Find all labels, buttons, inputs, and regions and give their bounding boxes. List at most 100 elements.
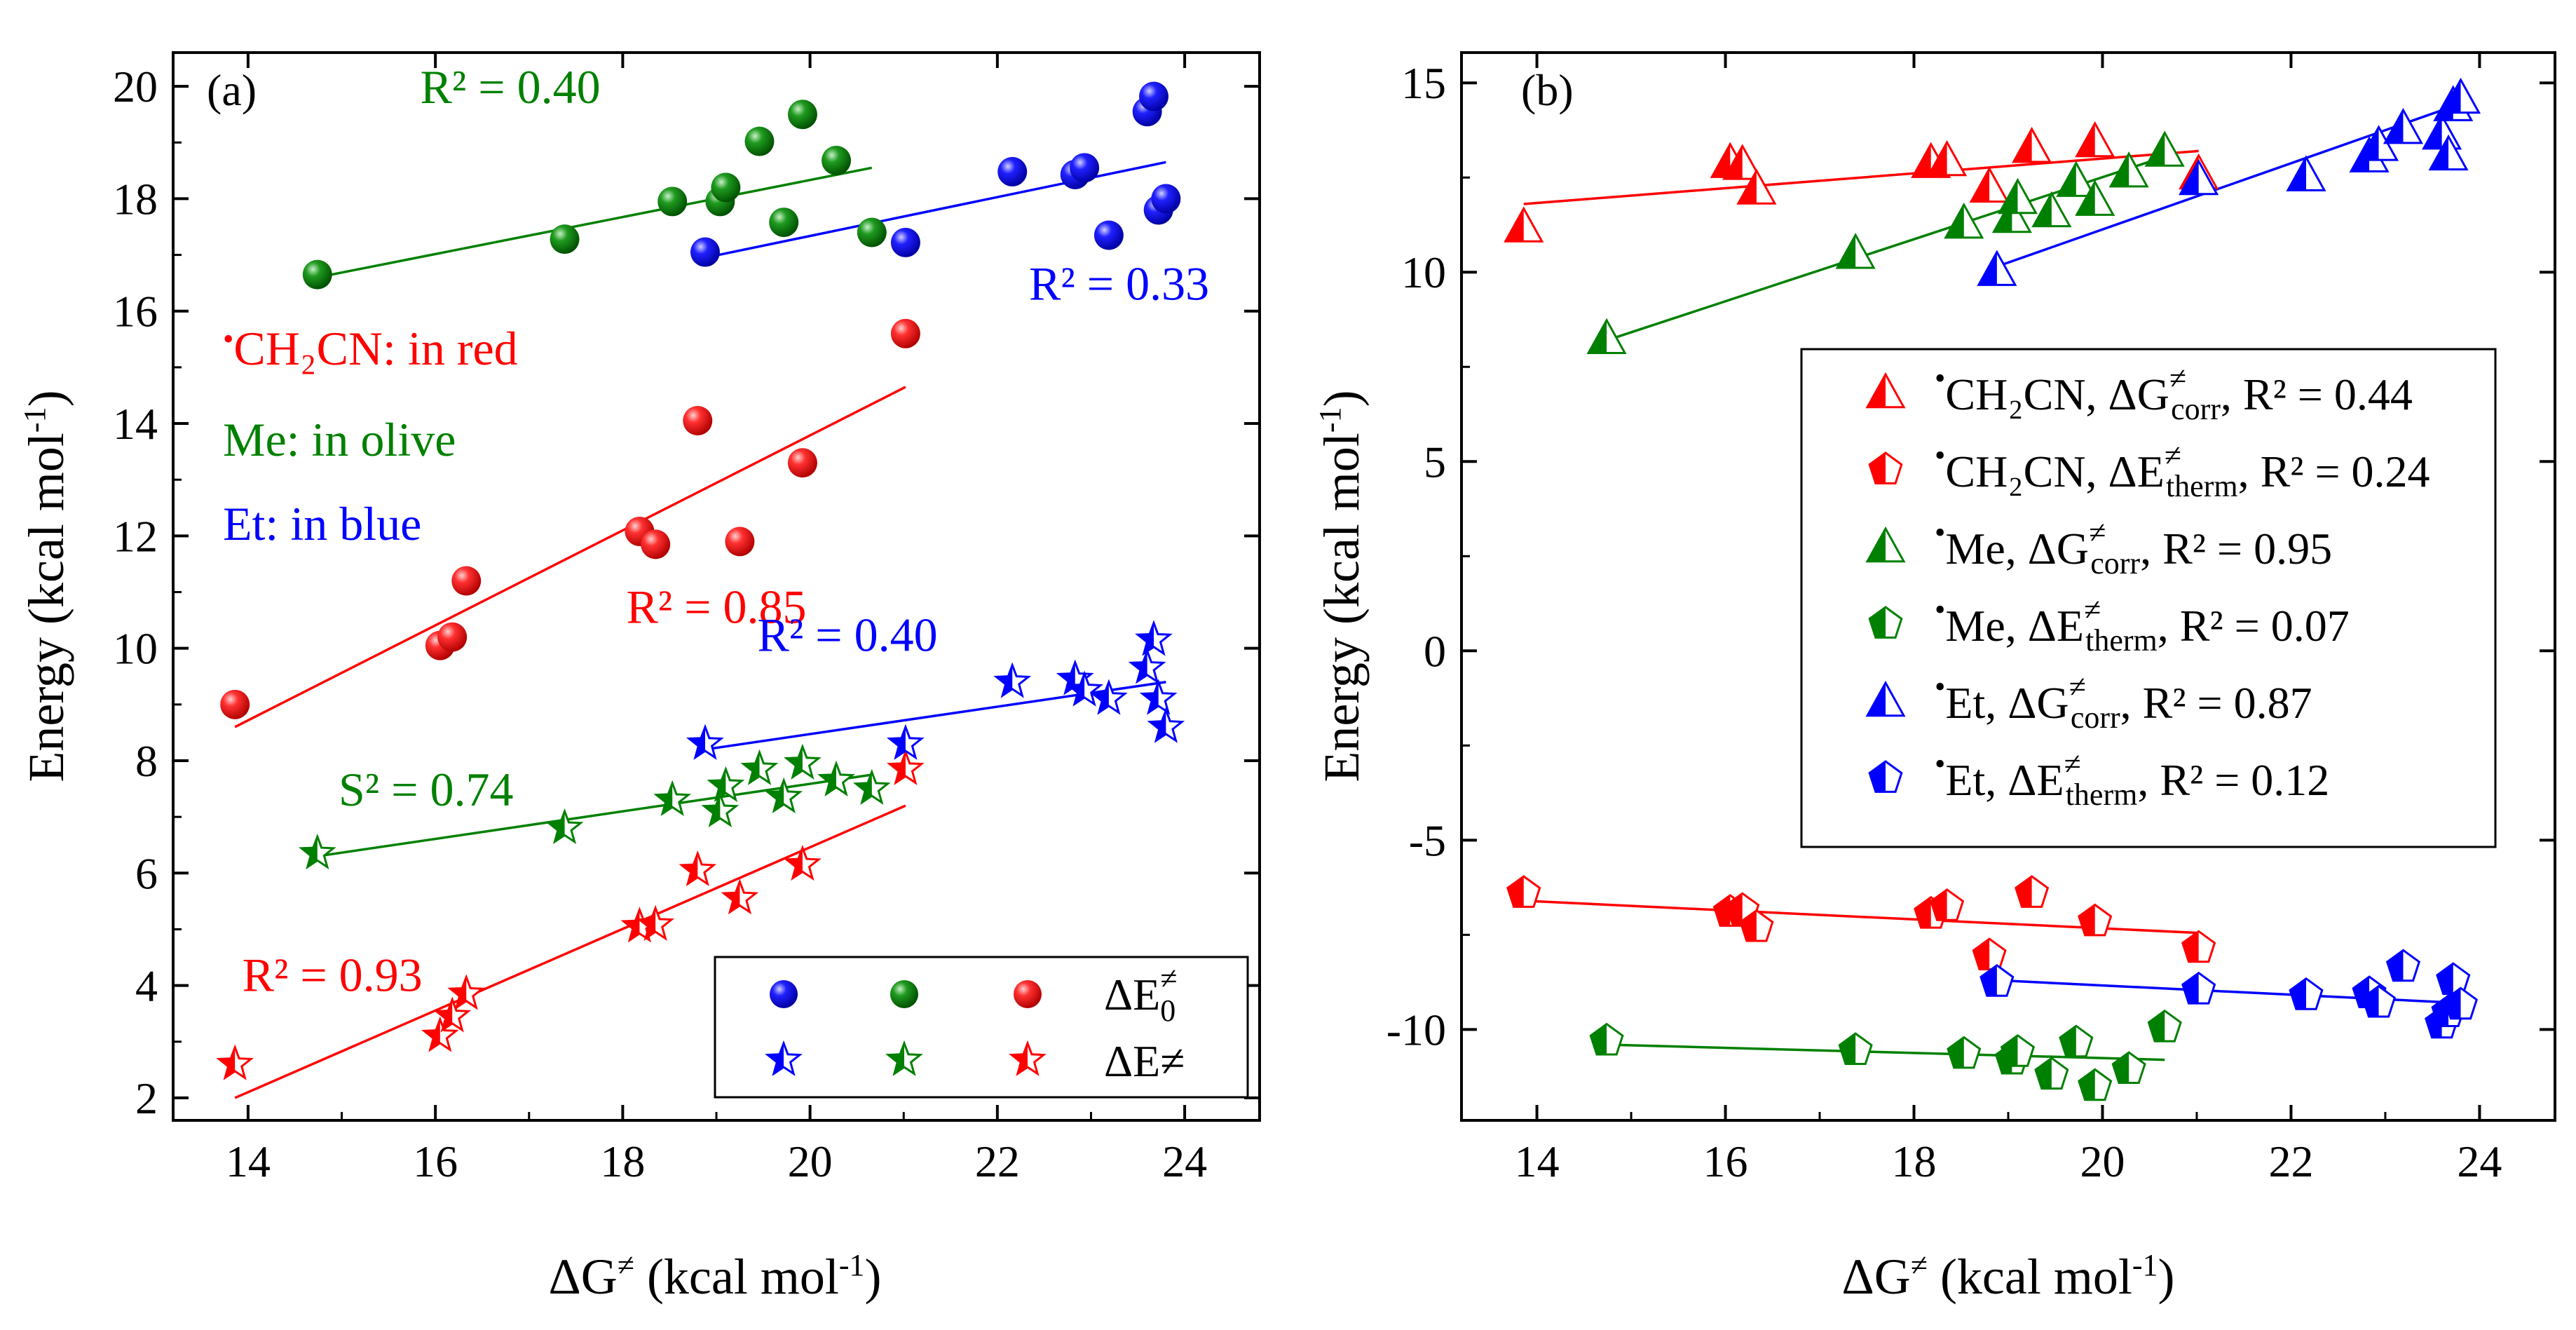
y-tick-label: 20 xyxy=(113,62,158,111)
legend-dE-label: ΔE≠ xyxy=(1104,1036,1185,1086)
star-fill xyxy=(1142,681,1159,713)
pentagon-fill xyxy=(2387,950,2404,981)
x-tick-label: 14 xyxy=(226,1136,271,1186)
sphere-marker xyxy=(857,217,887,247)
y-tick-label: 8 xyxy=(135,736,158,786)
triangle-fill xyxy=(1867,683,1886,716)
triangle-fill xyxy=(1928,142,1947,175)
data-point xyxy=(2056,161,2097,197)
legend-label: •Et, ΔG≠ corr, R² = 0.87 xyxy=(1935,670,2312,735)
y-tick-label: 15 xyxy=(1401,58,1446,108)
legend-box-b xyxy=(1800,348,2497,848)
x-tick-label: 20 xyxy=(2080,1136,2125,1186)
data-point xyxy=(1065,670,1104,707)
data-point xyxy=(765,777,803,813)
pentagon-fill xyxy=(1914,897,1931,928)
triangle-fill xyxy=(2013,129,2032,162)
sphere-marker xyxy=(711,172,741,203)
x-tick-label: 18 xyxy=(600,1136,645,1186)
data-point xyxy=(298,834,336,870)
data-point xyxy=(2436,962,2471,996)
pentagon-fill xyxy=(2078,1069,2095,1100)
star-fill xyxy=(301,836,318,867)
data-point xyxy=(1504,206,1544,243)
r2-label: R² = 0.93 xyxy=(243,949,423,1002)
data-point xyxy=(1722,144,1763,180)
x-tick-label: 16 xyxy=(1703,1136,1748,1186)
x-tick-label: 14 xyxy=(1515,1136,1560,1186)
data-point xyxy=(2147,1009,2182,1043)
data-point xyxy=(721,878,759,915)
pentagon-fill xyxy=(1869,453,1886,484)
r2-label: R² = 0.40 xyxy=(420,60,600,114)
x-tick-label: 18 xyxy=(1892,1136,1937,1186)
data-point xyxy=(887,724,925,760)
pentagon-fill xyxy=(1726,893,1743,924)
sphere-marker xyxy=(822,145,852,175)
pentagon-fill xyxy=(2060,1026,2076,1057)
data-point xyxy=(2059,1024,2094,1058)
star-fill xyxy=(820,764,837,794)
star-outline xyxy=(679,850,717,887)
sphere-marker xyxy=(787,100,817,130)
triangle-fill xyxy=(2111,154,2129,186)
sphere-marker xyxy=(1070,153,1100,183)
legend-star-olive xyxy=(885,1040,923,1076)
data-point xyxy=(2015,875,2050,908)
data-point xyxy=(1151,184,1181,214)
sphere-marker xyxy=(787,448,817,478)
star-fill xyxy=(623,909,640,940)
y-tick-label: -10 xyxy=(1386,1005,1446,1054)
note-ch2cn: •CH₂CN: in red xyxy=(223,322,518,375)
data-point xyxy=(711,172,741,203)
star-outline xyxy=(1147,707,1185,743)
triangle-fill xyxy=(1867,374,1886,407)
y-tick-label: 12 xyxy=(113,511,158,561)
legend-b: •CH₂CN, ΔG≠ corr, R² = 0.44 •CH₂CN, ΔE≠ the… xyxy=(1865,361,2430,812)
y-axis-title-b: Energy (kcal mol-1) xyxy=(1313,390,1370,782)
data-point xyxy=(2286,155,2326,191)
sphere-marker xyxy=(725,527,755,557)
pentagon-fill xyxy=(2036,1058,2052,1089)
pentagon-fill xyxy=(1507,876,1524,907)
star-fill xyxy=(689,726,705,758)
triangle-fill xyxy=(2385,110,2404,143)
data-point xyxy=(707,766,745,803)
data-point xyxy=(1506,875,1541,908)
data-point xyxy=(1147,707,1185,743)
triangle-fill xyxy=(1712,144,1731,177)
x-axis-title-b: ΔG≠ (kcal mol-1) xyxy=(1842,1248,2175,1305)
fit-line xyxy=(704,681,1166,751)
y-tick-label: 14 xyxy=(113,399,158,449)
data-point xyxy=(302,259,332,290)
data-point xyxy=(769,208,799,238)
star-fill xyxy=(1131,651,1147,682)
data-point xyxy=(784,845,822,881)
fit-line xyxy=(234,804,906,1099)
sphere-marker xyxy=(1151,184,1181,214)
pentagon-fill xyxy=(2432,996,2449,1026)
pentagon-fill xyxy=(2015,876,2032,907)
data-point xyxy=(890,318,920,348)
data-point xyxy=(1972,937,2007,970)
data-point xyxy=(2443,986,2479,1020)
legend-marker xyxy=(1865,526,1906,563)
star-fill xyxy=(786,848,803,878)
data-point xyxy=(1139,81,1169,111)
legend-sphere-blue xyxy=(770,980,798,1008)
data-point xyxy=(2440,77,2481,114)
data-point xyxy=(701,791,740,827)
legend-marker xyxy=(1868,760,1903,793)
y-tick-label: 16 xyxy=(113,287,158,337)
data-point xyxy=(433,996,472,1033)
star-fill xyxy=(743,752,760,783)
pentagon-fill xyxy=(2444,988,2461,1019)
pentagon-fill xyxy=(1869,761,1886,792)
triangle-fill xyxy=(2076,182,2095,215)
legend-label: •Me, ΔE≠ therm, R² = 0.07 xyxy=(1935,592,2350,658)
legend-a: ΔE0≠ ΔE≠ xyxy=(714,956,1249,1099)
data-point xyxy=(784,743,822,780)
data-point xyxy=(2383,107,2424,144)
pentagon-fill xyxy=(2182,931,2199,962)
